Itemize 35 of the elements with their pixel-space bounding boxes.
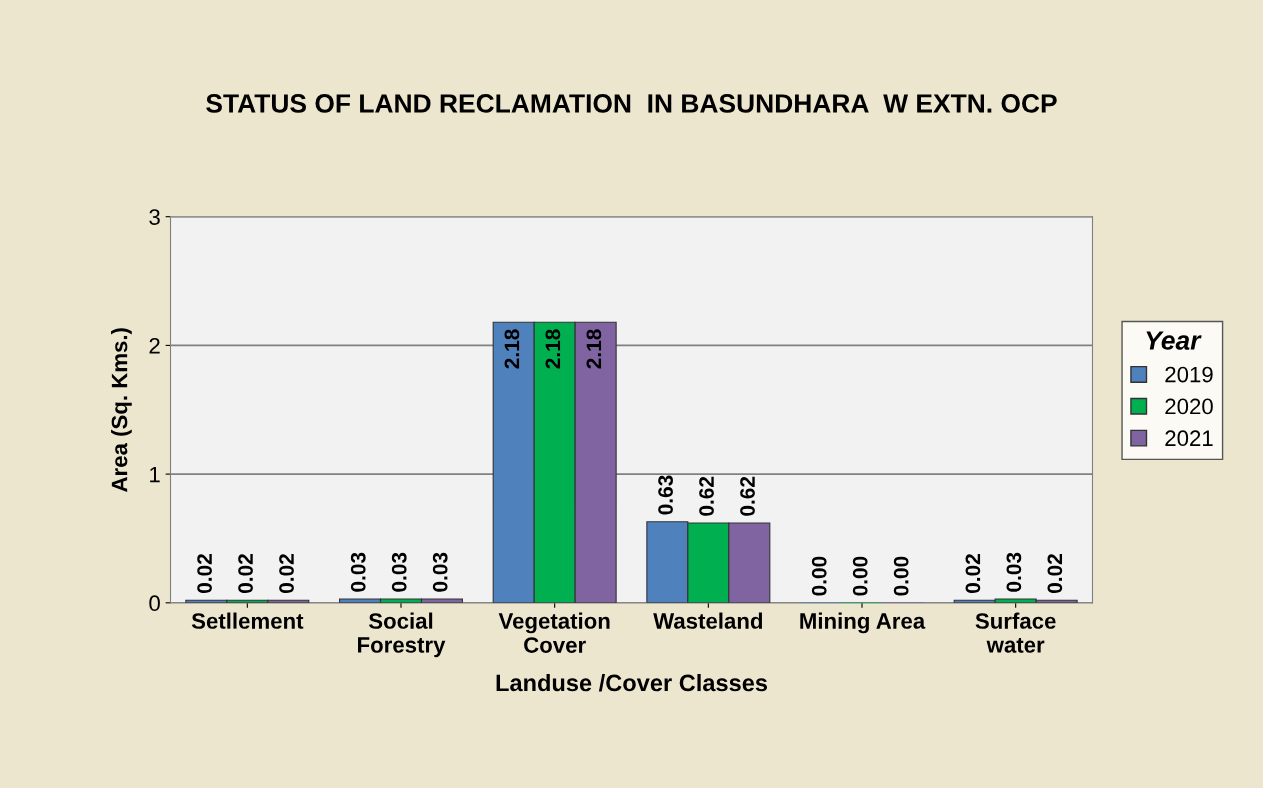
legend-label: 2020: [1165, 398, 1213, 415]
data-label: 2.18: [586, 329, 602, 369]
data-label: 0.02: [197, 554, 212, 593]
data-label: 0.00: [893, 556, 909, 596]
data-label: 2.18: [545, 329, 561, 369]
x-tick-label: Setllement: [191, 612, 304, 629]
x-tick-label: Surface water: [975, 612, 1056, 653]
data-label: 0.00: [852, 556, 868, 596]
data-label: 2.18: [504, 329, 520, 369]
legend-label: 2019: [1165, 366, 1213, 383]
legend-label: 2021: [1165, 430, 1213, 447]
data-label: 0.02: [1047, 554, 1063, 593]
y-axis-title: Area (Sq. Kms.): [111, 328, 132, 492]
x-tick-label: Mining Area: [800, 612, 926, 634]
data-label: 0.62: [699, 476, 714, 516]
data-label: 0.02: [238, 554, 253, 593]
data-label: 0.03: [1006, 552, 1022, 592]
x-tick-label: Vegetation Cover: [498, 612, 610, 653]
y-tick-label: 3: [149, 209, 160, 225]
data-label: 0.62: [740, 476, 755, 516]
x-tick-label: Wasteland: [653, 612, 763, 629]
y-tick-label: 1: [150, 466, 160, 483]
x-axis-title: Landuse /Cover Classes: [496, 673, 768, 692]
data-label: 0.02: [965, 554, 981, 593]
data-label: 0.03: [391, 552, 407, 592]
data-label: 0.03: [432, 552, 448, 592]
x-tick-label: Social Forestry: [358, 612, 446, 658]
y-tick-label: 0: [149, 595, 160, 612]
legend-title: Year: [1146, 331, 1202, 350]
data-label: 0.63: [658, 475, 673, 515]
data-label: 0.00: [811, 556, 827, 596]
data-label: 0.03: [350, 552, 366, 592]
data-label: 0.02: [279, 554, 294, 593]
chart-title: STATUS OF LAND RECLAMATION IN BASUNDHARA W EXTN. OCP: [206, 94, 1057, 113]
y-tick-label: 2: [149, 337, 160, 354]
